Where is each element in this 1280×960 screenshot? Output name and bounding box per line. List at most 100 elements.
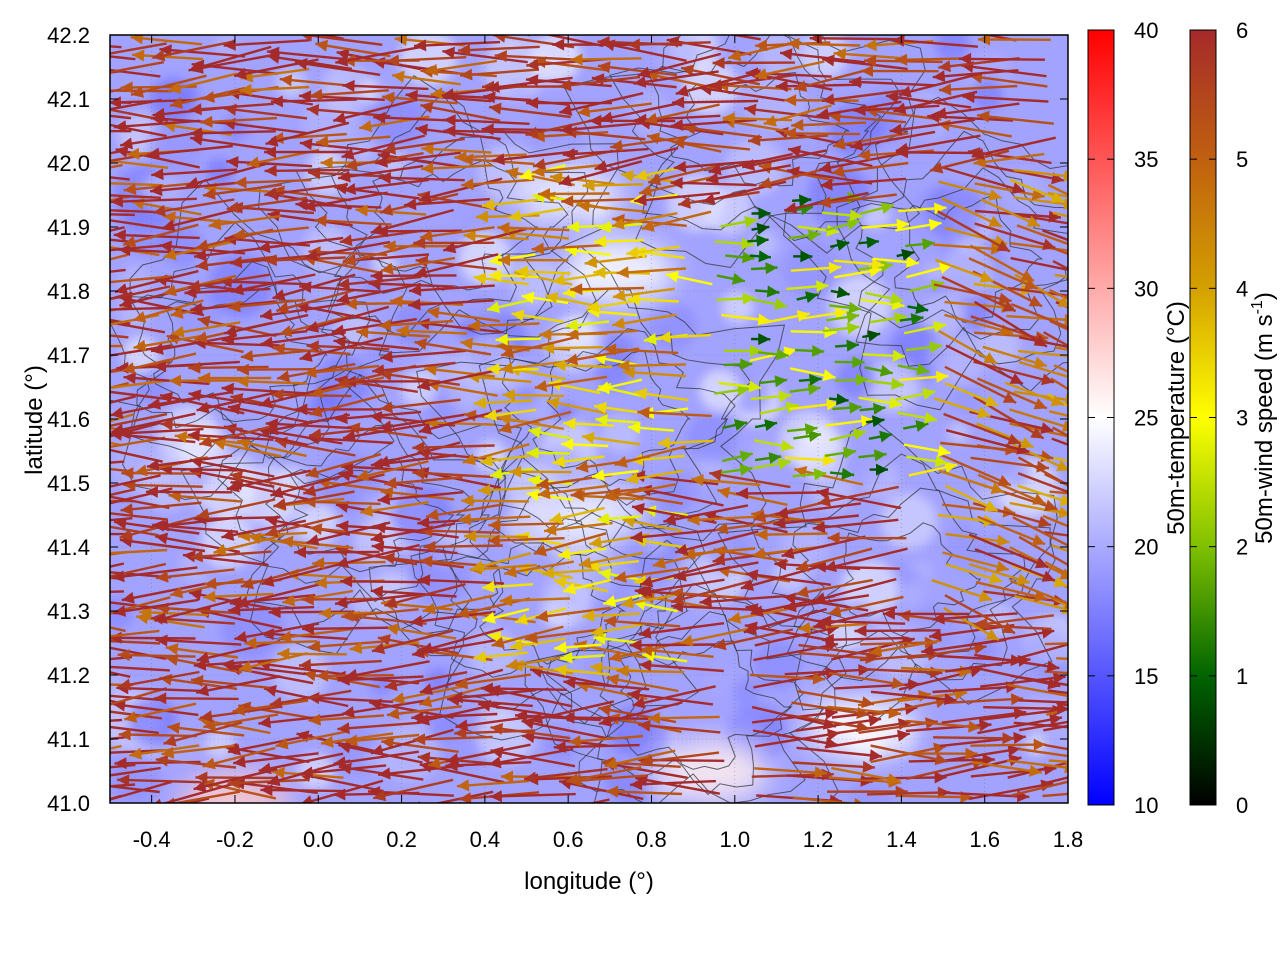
wind-vector bbox=[712, 57, 795, 69]
wind-vector bbox=[422, 594, 494, 615]
temperature-colorbar-tick-label: 35 bbox=[1134, 147, 1158, 172]
wind-vector bbox=[672, 137, 751, 151]
wind-vector bbox=[221, 382, 308, 395]
wind-vector bbox=[622, 515, 683, 533]
wind-vector bbox=[269, 689, 352, 709]
wind-vector bbox=[275, 729, 350, 750]
wind-vector bbox=[470, 552, 532, 572]
wind-vector bbox=[300, 764, 387, 779]
wind-vector bbox=[714, 237, 754, 250]
wind-vector bbox=[502, 389, 565, 401]
wind-vector bbox=[834, 373, 869, 386]
wind-vector bbox=[482, 608, 530, 624]
wind-vector bbox=[691, 474, 761, 487]
wind-vector bbox=[370, 208, 455, 236]
wind-vector bbox=[975, 581, 1048, 602]
wind-vector bbox=[461, 178, 535, 191]
wind-vector bbox=[408, 298, 495, 311]
wind-vector bbox=[897, 363, 930, 376]
wind-vector bbox=[827, 531, 907, 544]
wind-colorbar: 0 1 2 3 4 5 6 50m-wind speed (m s-1) bbox=[1189, 18, 1278, 818]
wind-vector bbox=[1009, 643, 1068, 662]
wind-vector bbox=[239, 83, 310, 96]
wind-vector bbox=[381, 91, 458, 105]
wind-vector bbox=[304, 364, 380, 379]
wind-vector bbox=[147, 390, 234, 410]
wind-vector bbox=[641, 210, 712, 232]
wind-vector bbox=[334, 593, 421, 609]
wind-vector bbox=[673, 159, 760, 173]
wind-vector bbox=[872, 256, 919, 268]
wind-vector bbox=[637, 406, 712, 419]
wind-vector bbox=[514, 709, 601, 722]
wind-vector bbox=[495, 333, 542, 346]
wind-vector bbox=[498, 410, 572, 434]
wind-vector bbox=[110, 219, 172, 231]
wind-vector bbox=[933, 397, 991, 419]
wind-vector bbox=[720, 216, 758, 228]
temperature-colorbar-label: 50m-temperature (°C) bbox=[1163, 301, 1190, 535]
wind-vector bbox=[110, 571, 172, 579]
wind-vector bbox=[426, 306, 500, 323]
wind-vector bbox=[370, 728, 454, 756]
wind-vector bbox=[566, 766, 642, 786]
wind-vector bbox=[302, 191, 388, 212]
wind-vector bbox=[905, 719, 992, 733]
wind-vector bbox=[868, 430, 893, 443]
contour-line bbox=[783, 96, 1068, 411]
wind-vector bbox=[749, 672, 826, 685]
wind-vector bbox=[360, 500, 429, 517]
wind-vector bbox=[265, 121, 350, 147]
wind-vector bbox=[944, 693, 1024, 706]
wind-vector bbox=[384, 671, 468, 691]
plot-area: -0.4 -0.2 0.0 0.2 0.4 0.6 0.8 1.0 1.2 1.4 1.6 1.8 4… bbox=[47, 23, 1083, 852]
wind-vector bbox=[751, 298, 788, 310]
wind-vector bbox=[903, 443, 951, 457]
wind-vector bbox=[552, 38, 639, 51]
wind-vector bbox=[864, 364, 894, 377]
wind-vector bbox=[552, 455, 605, 468]
wind-vector bbox=[200, 115, 277, 128]
wind-vector bbox=[908, 461, 958, 477]
wind-vector bbox=[413, 237, 495, 249]
wind-vector bbox=[190, 550, 272, 563]
wind-vector bbox=[1052, 211, 1068, 218]
wind-vector bbox=[112, 699, 199, 717]
wind-vector bbox=[751, 262, 778, 275]
wind-vector bbox=[257, 236, 344, 254]
wind-vector bbox=[260, 331, 346, 349]
wind-vector bbox=[717, 486, 788, 506]
y-tick-label: 42.0 bbox=[47, 151, 90, 176]
wind-vector bbox=[869, 312, 908, 325]
wind-vector bbox=[413, 39, 501, 52]
temperature-cell bbox=[971, 77, 1004, 110]
wind-vector bbox=[558, 160, 643, 187]
wind-vector bbox=[1042, 514, 1068, 528]
wind-vector bbox=[342, 422, 428, 442]
wind-vector bbox=[798, 643, 881, 661]
wind-vector bbox=[226, 156, 313, 168]
wind-vector bbox=[208, 214, 281, 231]
wind-vector bbox=[197, 315, 277, 338]
wind-vector bbox=[1044, 642, 1068, 646]
wind-vector bbox=[301, 622, 389, 635]
wind-vector bbox=[763, 104, 833, 127]
wind-vector bbox=[487, 534, 565, 547]
wind-vector bbox=[898, 72, 983, 98]
wind-vector bbox=[797, 224, 840, 237]
wind-vector bbox=[1007, 761, 1068, 779]
wind-vector bbox=[1044, 670, 1068, 675]
wind-vector bbox=[370, 522, 456, 544]
wind-vector bbox=[1009, 579, 1068, 609]
wind-vector bbox=[546, 397, 608, 415]
wind-vector bbox=[723, 358, 753, 371]
wind-vector bbox=[982, 345, 1048, 369]
wind-vector bbox=[862, 330, 881, 342]
wind-vector bbox=[1006, 313, 1068, 326]
wind-colorbar-label-main: 50m-wind speed (m s bbox=[1251, 314, 1278, 543]
wind-vector bbox=[488, 518, 564, 531]
wind-vector bbox=[272, 343, 351, 356]
wind-vector bbox=[484, 408, 537, 422]
wind-vector bbox=[117, 670, 200, 691]
wind-vector bbox=[110, 488, 135, 497]
